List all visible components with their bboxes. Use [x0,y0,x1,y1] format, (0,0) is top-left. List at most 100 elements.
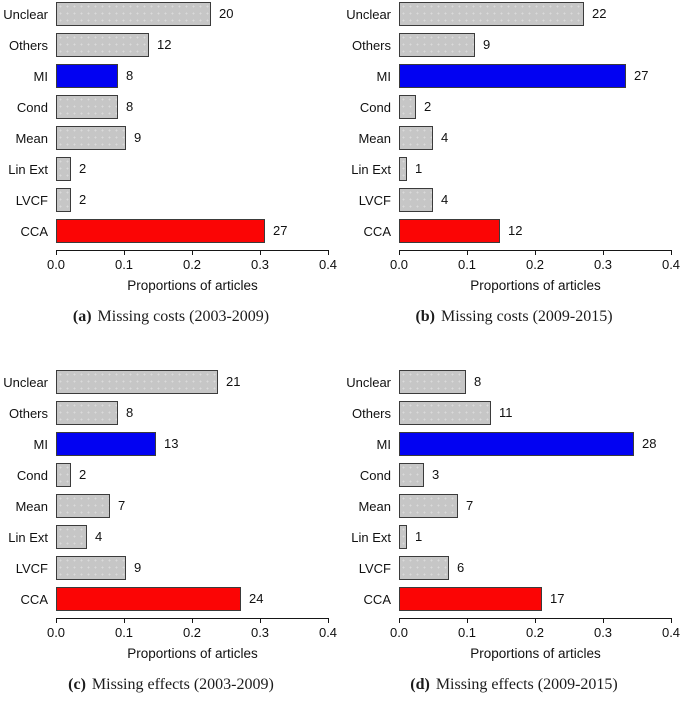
figure-panel-grid: Unclear 20 Others 12 MI 8 Cond 8 Mean 9 Lin Ext 2 LV… [0,0,685,694]
bar-others [56,401,118,425]
bar-others [399,33,475,57]
category-label: CCA [363,591,391,607]
bar-track: 4 [399,188,679,212]
category-label: LVCF [15,560,48,576]
bar-mi [56,432,156,456]
bar-cond [56,463,71,487]
bar-row: Lin Ext 1 [343,525,685,549]
axis-tick [603,251,604,255]
value-label: 24 [249,591,264,606]
bar-unclear [56,370,218,394]
bars-area: Unclear 8 Others 11 MI 28 Cond 3 Mean 7 Lin Ext 1 LV… [343,370,685,611]
axis-tick [192,619,193,623]
bar-row: CCA 27 [0,219,342,243]
panel-c: Unclear 21 Others 8 MI 13 Cond 2 Mean 7 Lin Ext 4 LV… [0,368,342,694]
bar-cca [399,587,542,611]
bar-row: LVCF 9 [0,556,342,580]
bar-track: 9 [56,556,336,580]
bar-cca [56,219,265,243]
value-label: 9 [134,560,142,575]
bar-track: 1 [399,525,679,549]
x-axis-line [56,618,329,619]
panel-caption: (b) Missing costs (2009-2015) [343,308,685,326]
bar-mean [399,494,458,518]
bar-cca [56,587,241,611]
value-label: 2 [79,467,87,482]
value-label: 27 [273,223,288,238]
bar-row: Cond 8 [0,95,342,119]
bar-unclear [399,370,466,394]
bar-track: 8 [56,401,336,425]
axis-tick-label: 0.0 [389,257,409,272]
bar-track: 4 [56,525,336,549]
axis-tick-label: 0.4 [661,257,681,272]
bar-track: 20 [56,2,336,26]
bar-lvcf [56,188,71,212]
value-label: 17 [550,591,565,606]
category-label: Others [351,37,391,53]
panel-a: Unclear 20 Others 12 MI 8 Cond 8 Mean 9 Lin Ext 2 LV… [0,0,342,326]
bar-mean [399,126,433,150]
x-axis: 0.0 0.1 0.2 0.3 0.4 [47,250,337,274]
caption-text: Missing effects (2003-2009) [91,676,274,693]
axis-tick-label: 0.4 [661,625,681,640]
axis-tick-label: 0.0 [46,625,66,640]
axis-tick-label: 0.2 [525,625,545,640]
category-label: MI [376,436,391,452]
axis-tick-label: 0.1 [114,257,134,272]
bar-row: MI 28 [343,432,685,456]
bar-track: 12 [56,33,336,57]
category-label: Lin Ext [8,161,48,177]
category-label: CCA [20,591,48,607]
value-label: 8 [474,374,482,389]
bar-row: Mean 9 [0,126,342,150]
panel-caption: (a) Missing costs (2003-2009) [0,308,342,326]
axis-tick [467,619,468,623]
caption-index: (b) [415,308,435,325]
value-label: 4 [441,130,449,145]
bar-row: Unclear 22 [343,2,685,26]
category-label: Lin Ext [351,529,391,545]
value-label: 1 [415,529,423,544]
axis-tick [328,619,329,623]
bar-mean [56,126,126,150]
category-label: MI [33,68,48,84]
axis-tick [124,251,125,255]
bar-unclear [399,2,584,26]
bar-row: MI 27 [343,64,685,88]
bar-row: Cond 2 [343,95,685,119]
bar-others [399,401,491,425]
value-label: 12 [157,37,172,52]
bar-track: 9 [399,33,679,57]
value-label: 13 [164,436,179,451]
category-label: Others [8,37,48,53]
axis-tick-label: 0.2 [182,257,202,272]
axis-tick [56,251,57,255]
bar-track: 4 [399,126,679,150]
bar-track: 24 [56,587,336,611]
bar-track: 21 [56,370,336,394]
bar-mi [56,64,118,88]
category-label: CCA [363,223,391,239]
panel-d: Unclear 8 Others 11 MI 28 Cond 3 Mean 7 Lin Ext 1 LV… [343,368,685,694]
bar-mi [399,64,626,88]
bars-area: Unclear 20 Others 12 MI 8 Cond 8 Mean 9 Lin Ext 2 LV… [0,2,342,243]
value-label: 2 [424,99,432,114]
axis-tick-label: 0.1 [457,257,477,272]
bar-unclear [56,2,211,26]
axis-tick-label: 0.3 [593,625,613,640]
bar-track: 2 [399,95,679,119]
bar-lin-ext [56,157,71,181]
category-label: Cond [16,467,48,483]
bar-mean [56,494,110,518]
bar-track: 27 [399,64,679,88]
panel-b: Unclear 22 Others 9 MI 27 Cond 2 Mean 4 Lin Ext 1 LV… [343,0,685,326]
bar-row: Unclear 20 [0,2,342,26]
x-axis: 0.0 0.1 0.2 0.3 0.4 [47,618,337,642]
category-label: Lin Ext [351,161,391,177]
axis-tick-label: 0.1 [114,625,134,640]
bar-track: 22 [399,2,679,26]
axis-tick-label: 0.0 [389,625,409,640]
x-axis: 0.0 0.1 0.2 0.3 0.4 [390,250,680,274]
bars-area: Unclear 22 Others 9 MI 27 Cond 2 Mean 4 Lin Ext 1 LV… [343,2,685,243]
